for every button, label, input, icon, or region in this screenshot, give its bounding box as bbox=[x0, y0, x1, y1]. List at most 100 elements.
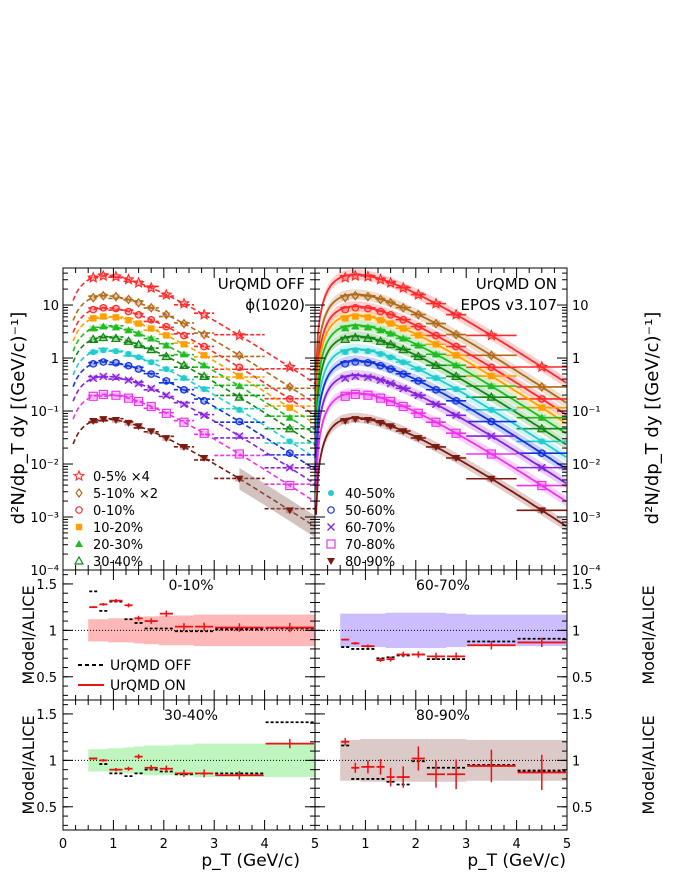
label-phi: ϕ(1020) bbox=[245, 296, 305, 314]
series-3-point bbox=[387, 320, 394, 327]
y-tick-label-left: 10⁻² bbox=[30, 458, 59, 473]
series-0-point bbox=[412, 288, 425, 300]
series-6-point bbox=[201, 386, 208, 393]
series-6-point bbox=[135, 354, 142, 361]
series-2-point bbox=[432, 331, 440, 340]
series-1-point bbox=[235, 350, 244, 361]
series-5-point bbox=[362, 333, 373, 343]
series-1-point bbox=[89, 292, 97, 303]
legend-marker bbox=[75, 523, 83, 531]
label-epos: EPOS v3.107 bbox=[461, 296, 557, 314]
series-9-sys bbox=[134, 398, 143, 405]
series-6-point bbox=[453, 386, 460, 393]
series-4-point bbox=[200, 361, 209, 369]
x-axis-title-right: p_T (GeV/c) bbox=[467, 851, 566, 871]
legend-entry-label: 20-30% bbox=[93, 538, 143, 553]
series-2-point bbox=[147, 315, 156, 324]
model-curves-off bbox=[72, 273, 315, 538]
series-0-point bbox=[339, 271, 352, 284]
y-tick-label-left: 10⁻¹ bbox=[30, 405, 59, 420]
series-0-point bbox=[429, 297, 443, 309]
series-9-point bbox=[398, 401, 408, 412]
series-6-point bbox=[488, 406, 495, 413]
series-5-sys bbox=[235, 394, 244, 400]
series-3-point bbox=[200, 352, 208, 359]
legend-entry-label: 50-60% bbox=[345, 504, 395, 519]
series-4-point bbox=[99, 322, 108, 330]
ratio-y-title: Model/ALICE bbox=[639, 715, 658, 814]
series-5-point bbox=[451, 371, 462, 381]
series-5-point bbox=[430, 360, 441, 369]
series-3-point bbox=[125, 317, 132, 324]
series-0-point bbox=[177, 297, 191, 309]
series-7-point bbox=[180, 386, 188, 394]
x-tick-label: 2 bbox=[412, 837, 420, 852]
series-1-point bbox=[376, 294, 385, 305]
series-7-sys bbox=[200, 398, 209, 404]
series-10-point bbox=[111, 417, 120, 425]
series-2-point bbox=[537, 395, 546, 403]
y-tick-label-right: 10⁻² bbox=[572, 458, 601, 473]
series-2-point bbox=[180, 331, 188, 340]
series-1-point bbox=[99, 290, 108, 301]
series-3-point bbox=[135, 320, 142, 327]
series-6-point bbox=[364, 348, 371, 355]
series-1-point bbox=[134, 297, 143, 308]
series-4-off-curve bbox=[72, 325, 315, 435]
series-9-point bbox=[340, 391, 350, 401]
series-4-point bbox=[537, 413, 546, 421]
ratio-panels: 0.511.5 0-10%0.511.560-70%0.511.5 30-40%0.… bbox=[19, 569, 658, 852]
legend-marker bbox=[72, 469, 86, 482]
series-1-point bbox=[487, 350, 496, 361]
series-0-point bbox=[535, 360, 549, 373]
series-3-point bbox=[415, 332, 422, 339]
series-9-point bbox=[375, 393, 386, 403]
x-tick-label: 0 bbox=[59, 837, 67, 852]
series-10-point bbox=[89, 418, 98, 426]
series-4-point bbox=[376, 326, 385, 334]
series-9-sys bbox=[235, 451, 244, 457]
legend-entry-label: 30-40% bbox=[93, 555, 143, 570]
series-3-point bbox=[377, 317, 384, 324]
series-8-point bbox=[399, 384, 408, 393]
series-10-point bbox=[99, 416, 108, 424]
series-10-point bbox=[376, 419, 385, 427]
series-0-point bbox=[450, 308, 463, 320]
series-1-sys bbox=[341, 294, 350, 301]
series-0-point bbox=[97, 269, 110, 282]
series-10-point bbox=[363, 417, 372, 425]
series-4-point bbox=[386, 329, 395, 337]
series-4-point bbox=[89, 324, 98, 332]
series-5-sys bbox=[179, 362, 188, 369]
x-tick-label: 5 bbox=[311, 837, 319, 852]
series-3-point bbox=[180, 341, 188, 348]
legend-marker bbox=[326, 539, 336, 549]
series-8-point bbox=[200, 411, 209, 420]
series-7-sys bbox=[351, 359, 360, 365]
series-8-point bbox=[432, 400, 440, 409]
legend-marker bbox=[328, 490, 334, 496]
series-9-point bbox=[386, 396, 396, 407]
series-0-sys bbox=[89, 274, 98, 281]
ratio-y-tick-label: 1.5 bbox=[36, 708, 57, 723]
series-6-point bbox=[342, 349, 349, 356]
series-6-point bbox=[112, 348, 119, 355]
series-0-sys bbox=[134, 280, 143, 286]
ratio-y-tick-label: 1.5 bbox=[36, 578, 57, 593]
series-10-point bbox=[386, 423, 395, 431]
legend-right: 40-50% 50-60% 60-70% 70-80% 80-90% bbox=[326, 487, 395, 570]
series-6-point bbox=[415, 366, 422, 373]
series-6-point bbox=[352, 347, 359, 354]
ratio-panel-r010: 0.5 1 1.5 0-10% bbox=[36, 569, 316, 701]
series-4-point bbox=[363, 323, 372, 331]
series-0-sys bbox=[200, 311, 209, 318]
series-8-point bbox=[537, 463, 546, 472]
series-2-point bbox=[162, 322, 171, 331]
series-5-point bbox=[161, 351, 172, 361]
series-4-point bbox=[134, 329, 143, 337]
series-5-point bbox=[123, 336, 134, 345]
series-4-point bbox=[452, 361, 461, 369]
series-5-point bbox=[133, 339, 144, 349]
series-1-point bbox=[147, 302, 155, 313]
series-9-point bbox=[234, 449, 244, 459]
